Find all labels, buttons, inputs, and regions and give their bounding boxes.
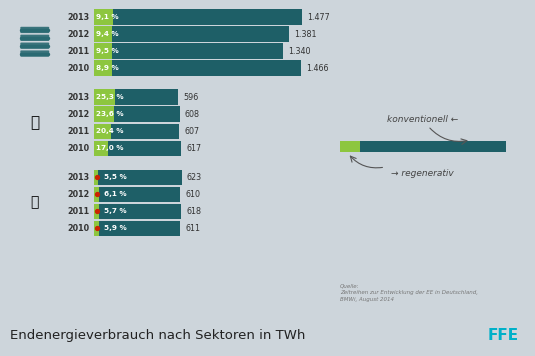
Bar <box>94 187 99 201</box>
Text: 1.340: 1.340 <box>288 47 311 56</box>
Bar <box>94 169 98 185</box>
Text: 2012: 2012 <box>67 190 89 199</box>
Text: 17,0 %: 17,0 % <box>96 145 124 151</box>
Text: 2010: 2010 <box>67 64 89 73</box>
Bar <box>114 106 180 122</box>
FancyBboxPatch shape <box>20 27 49 33</box>
Text: 596: 596 <box>183 93 198 101</box>
Bar <box>94 61 112 75</box>
Text: 2012: 2012 <box>67 110 89 119</box>
Text: 🔌: 🔌 <box>30 115 40 130</box>
Text: 8,9 %: 8,9 % <box>96 65 119 71</box>
Bar <box>115 89 178 105</box>
Bar <box>94 141 109 156</box>
Bar <box>99 187 180 201</box>
Text: 9,5 %: 9,5 % <box>96 48 119 54</box>
Text: 2010: 2010 <box>67 224 89 232</box>
Text: 610: 610 <box>185 190 200 199</box>
Text: 2013: 2013 <box>67 93 89 101</box>
Text: 623: 623 <box>187 173 202 182</box>
Bar <box>112 61 301 75</box>
Bar <box>94 26 112 42</box>
Text: 607: 607 <box>185 127 200 136</box>
Text: 608: 608 <box>185 110 200 119</box>
Bar <box>112 26 289 42</box>
Text: 25,3 %: 25,3 % <box>96 94 124 100</box>
FancyBboxPatch shape <box>20 35 49 41</box>
Text: 9,4 %: 9,4 % <box>96 31 119 37</box>
Text: 617: 617 <box>186 143 201 153</box>
Bar <box>94 204 98 219</box>
Text: 2013: 2013 <box>67 173 89 182</box>
Text: 2012: 2012 <box>67 30 89 38</box>
Text: 2011: 2011 <box>67 127 89 136</box>
Bar <box>94 106 114 122</box>
Text: 611: 611 <box>185 224 200 232</box>
Text: 618: 618 <box>186 206 201 216</box>
Text: 1.466: 1.466 <box>306 64 328 73</box>
Text: konventionell ←: konventionell ← <box>387 115 458 124</box>
Text: Quelle:
Zeitreihen zur Entwicklung der EE in Deutschland,
BMWi, August 2014: Quelle: Zeitreihen zur Entwicklung der E… <box>340 283 478 302</box>
Text: 2013: 2013 <box>67 12 89 21</box>
Bar <box>94 124 111 138</box>
Bar <box>99 221 180 236</box>
Text: 2011: 2011 <box>67 206 89 216</box>
Text: 2011: 2011 <box>67 47 89 56</box>
Bar <box>112 10 302 25</box>
Text: 1.477: 1.477 <box>308 12 331 21</box>
Bar <box>94 10 112 25</box>
Text: → regenerativ: → regenerativ <box>391 169 454 178</box>
FancyBboxPatch shape <box>20 51 49 57</box>
Text: 5,5 %: 5,5 % <box>104 174 127 180</box>
Text: 1.381: 1.381 <box>294 30 317 38</box>
Text: FFE: FFE <box>488 328 519 343</box>
Bar <box>98 169 182 185</box>
Bar <box>112 43 283 59</box>
Bar <box>94 43 112 59</box>
Bar <box>94 89 115 105</box>
Text: 2010: 2010 <box>67 143 89 153</box>
Bar <box>98 204 181 219</box>
Text: Endenergieverbrauch nach Sektoren in TWh: Endenergieverbrauch nach Sektoren in TWh <box>10 329 305 342</box>
Bar <box>340 141 360 152</box>
Text: 🚗: 🚗 <box>30 195 39 210</box>
Text: 20,4 %: 20,4 % <box>96 128 124 134</box>
Bar <box>94 221 99 236</box>
Text: 5,9 %: 5,9 % <box>104 225 127 231</box>
Bar <box>360 141 506 152</box>
Text: 9,1 %: 9,1 % <box>96 14 119 20</box>
Text: 5,7 %: 5,7 % <box>104 208 127 214</box>
Text: 6,1 %: 6,1 % <box>104 191 127 197</box>
Bar <box>109 141 181 156</box>
Bar <box>111 124 179 138</box>
FancyBboxPatch shape <box>20 42 49 49</box>
Text: 23,6 %: 23,6 % <box>96 111 124 117</box>
